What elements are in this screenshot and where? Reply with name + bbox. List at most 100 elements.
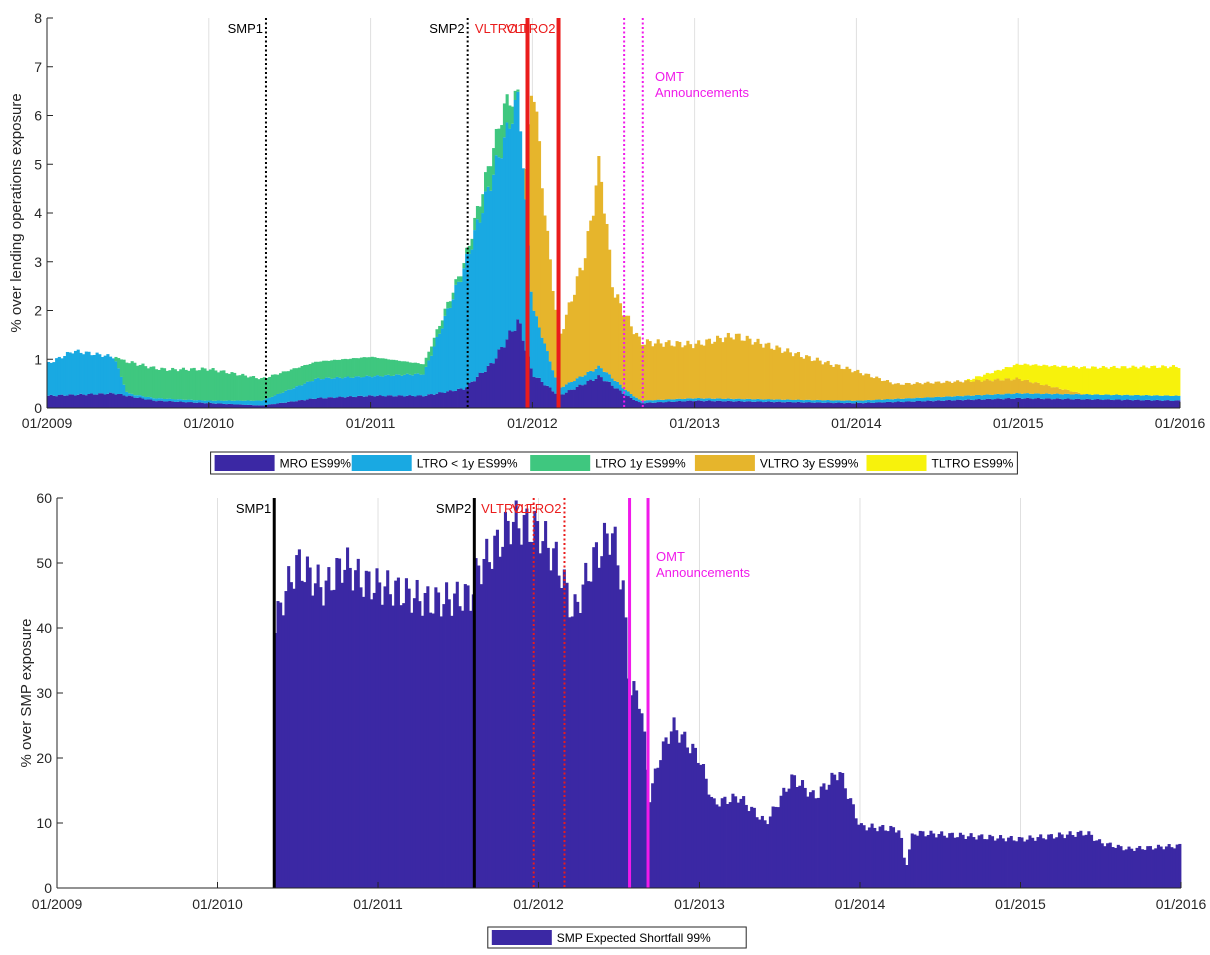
bar-segment-tltro-es99- <box>1115 368 1118 395</box>
omt-label-line: Announcements <box>656 565 750 580</box>
bar-segment-ltro-1y-es99- <box>506 94 509 122</box>
bar-segment-mro-es99- <box>1172 401 1175 408</box>
bar-segment-smp-expected-shortfall-99- <box>1165 846 1168 888</box>
bar-segment-smp-expected-shortfall-99- <box>483 559 486 888</box>
bar-segment-smp-expected-shortfall-99- <box>846 799 849 888</box>
bar-segment-vltro-3y-es99- <box>716 336 719 399</box>
bar-segment-ltro-1y-es99- <box>827 400 830 402</box>
bar-segment-ltro-1y-es99- <box>387 375 390 396</box>
bar-segment-tltro-es99- <box>991 373 994 381</box>
bar-segment-ltro-1y-es99- <box>484 172 487 191</box>
bar-segment-mro-es99- <box>214 404 217 408</box>
bar-segment-mro-es99- <box>365 396 368 408</box>
bar-segment-tltro-es99- <box>1072 366 1075 392</box>
bar-segment-smp-expected-shortfall-99- <box>445 582 448 888</box>
bar-segment-vltro-3y-es99- <box>964 381 967 396</box>
bar-segment-mro-es99- <box>395 396 398 408</box>
bar-segment-ltro-1y-es99- <box>689 398 692 400</box>
bar-segment-vltro-3y-es99- <box>732 339 735 399</box>
bar-segment-smp-expected-shortfall-99- <box>780 796 783 888</box>
bar-segment-mro-es99- <box>446 391 449 408</box>
bar-segment-smp-expected-shortfall-99- <box>788 789 791 888</box>
bar-segment-ltro-1y-es99- <box>678 399 681 401</box>
bar-segment-ltro-1y-es99- <box>408 375 411 395</box>
bar-segment-vltro-3y-es99- <box>918 383 921 398</box>
bar-segment-vltro-3y-es99- <box>1069 391 1072 394</box>
bar-segment-smp-expected-shortfall-99- <box>686 747 689 888</box>
bar-segment-mro-es99- <box>79 394 82 408</box>
bar-segment-mro-es99- <box>1153 401 1156 409</box>
bar-segment-smp-expected-shortfall-99- <box>964 839 967 888</box>
bar-segment-vltro-3y-es99- <box>910 385 913 399</box>
bar-segment-smp-expected-shortfall-99- <box>325 581 328 888</box>
bar-segment-tltro-es99- <box>1175 367 1178 396</box>
bar-segment-ltro-1y-es99- <box>1005 394 1008 399</box>
bar-segment-ltro-1y-es99- <box>69 352 72 394</box>
bar-segment-mro-es99- <box>201 403 204 408</box>
bar-segment-smp-expected-shortfall-99- <box>453 594 456 888</box>
bar-segment-smp-expected-shortfall-99- <box>747 811 750 888</box>
bar-segment-smp-expected-shortfall-99- <box>1173 848 1176 888</box>
bar-segment-ltro-1y-es99- <box>481 213 484 373</box>
y-tick-label: 5 <box>34 156 42 172</box>
bar-segment-vltro-3y-es99- <box>908 383 911 398</box>
bar-segment-ltro-1y-es99- <box>700 398 703 400</box>
bar-segment-vltro-3y-es99- <box>632 334 635 396</box>
bar-segment-smp-expected-shortfall-99- <box>911 833 914 888</box>
bar-segment-vltro-3y-es99- <box>980 382 983 396</box>
bar-segment-ltro-1y-es99- <box>314 362 317 379</box>
bar-segment-mro-es99- <box>878 402 881 408</box>
bar-segment-smp-expected-shortfall-99- <box>512 522 515 888</box>
bar-segment-vltro-3y-es99- <box>775 346 778 400</box>
bar-segment-ltro-1y-es99- <box>516 90 519 92</box>
bar-segment-mro-es99- <box>988 399 991 408</box>
y-tick-label: 10 <box>36 815 52 831</box>
bar-segment-mro-es99- <box>503 347 506 408</box>
bar-segment-ltro-1y-es99- <box>551 370 554 391</box>
bar-segment-ltro-1y-es99- <box>244 401 247 405</box>
bar-segment-smp-expected-shortfall-99- <box>1087 831 1090 888</box>
bar-segment-smp-expected-shortfall-99- <box>434 587 437 888</box>
bar-segment-ltro-1y-es99- <box>150 367 153 397</box>
bar-segment-smp-expected-shortfall-99- <box>592 547 595 888</box>
bar-segment-mro-es99- <box>1099 400 1102 408</box>
bar-segment-tltro-es99- <box>1048 367 1051 386</box>
bar-segment-smp-expected-shortfall-99- <box>876 831 879 888</box>
bar-segment-mro-es99- <box>522 341 525 408</box>
bar-segment-ltro-1y-es99- <box>187 400 190 403</box>
bar-segment-tltro-es99- <box>1024 364 1027 380</box>
bar-segment-ltro-1y-es99- <box>141 364 144 397</box>
bar-segment-vltro-3y-es99- <box>773 350 776 400</box>
bar-segment-ltro-1y-es99- <box>1053 394 1056 399</box>
bar-segment-smp-expected-shortfall-99- <box>579 613 582 888</box>
bar-segment-ltro-1y-es99- <box>457 282 460 389</box>
bar-segment-mro-es99- <box>754 402 757 408</box>
bar-segment-mro-es99- <box>924 401 927 408</box>
bar-segment-smp-expected-shortfall-99- <box>568 617 571 888</box>
bar-segment-ltro-1y-es99- <box>395 374 398 396</box>
bar-segment-tltro-es99- <box>1037 366 1040 383</box>
bar-segment-ltro-1y-es99- <box>1137 395 1140 400</box>
bar-segment-ltro-1y-es99- <box>193 368 196 400</box>
x-tick-label: 01/2015 <box>993 415 1044 431</box>
bar-segment-ltro-1y-es99- <box>956 396 959 400</box>
bar-segment-vltro-3y-es99- <box>905 383 908 398</box>
bar-segment-ltro-1y-es99- <box>587 372 590 381</box>
bar-segment-smp-expected-shortfall-99- <box>458 606 461 888</box>
bar-segment-mro-es99- <box>50 395 53 408</box>
bar-segment-smp-expected-shortfall-99- <box>314 583 317 888</box>
bar-segment-tltro-es99- <box>986 373 989 379</box>
bar-segment-mro-es99- <box>139 397 142 408</box>
bar-segment-mro-es99- <box>794 402 797 408</box>
bar-segment-ltro-1y-es99- <box>160 398 163 400</box>
bar-segment-mro-es99- <box>1037 398 1040 408</box>
bar-segment-smp-expected-shortfall-99- <box>541 541 544 888</box>
bar-segment-smp-expected-shortfall-99- <box>865 830 868 888</box>
bar-segment-mro-es99- <box>570 390 573 408</box>
bar-segment-vltro-3y-es99- <box>940 383 943 397</box>
bar-segment-ltro-1y-es99- <box>972 396 975 400</box>
bar-segment-ltro-1y-es99- <box>948 396 951 400</box>
y-tick-label: 40 <box>36 620 52 636</box>
bar-segment-smp-expected-shortfall-99- <box>370 599 373 888</box>
bar-segment-tltro-es99- <box>1161 365 1164 395</box>
